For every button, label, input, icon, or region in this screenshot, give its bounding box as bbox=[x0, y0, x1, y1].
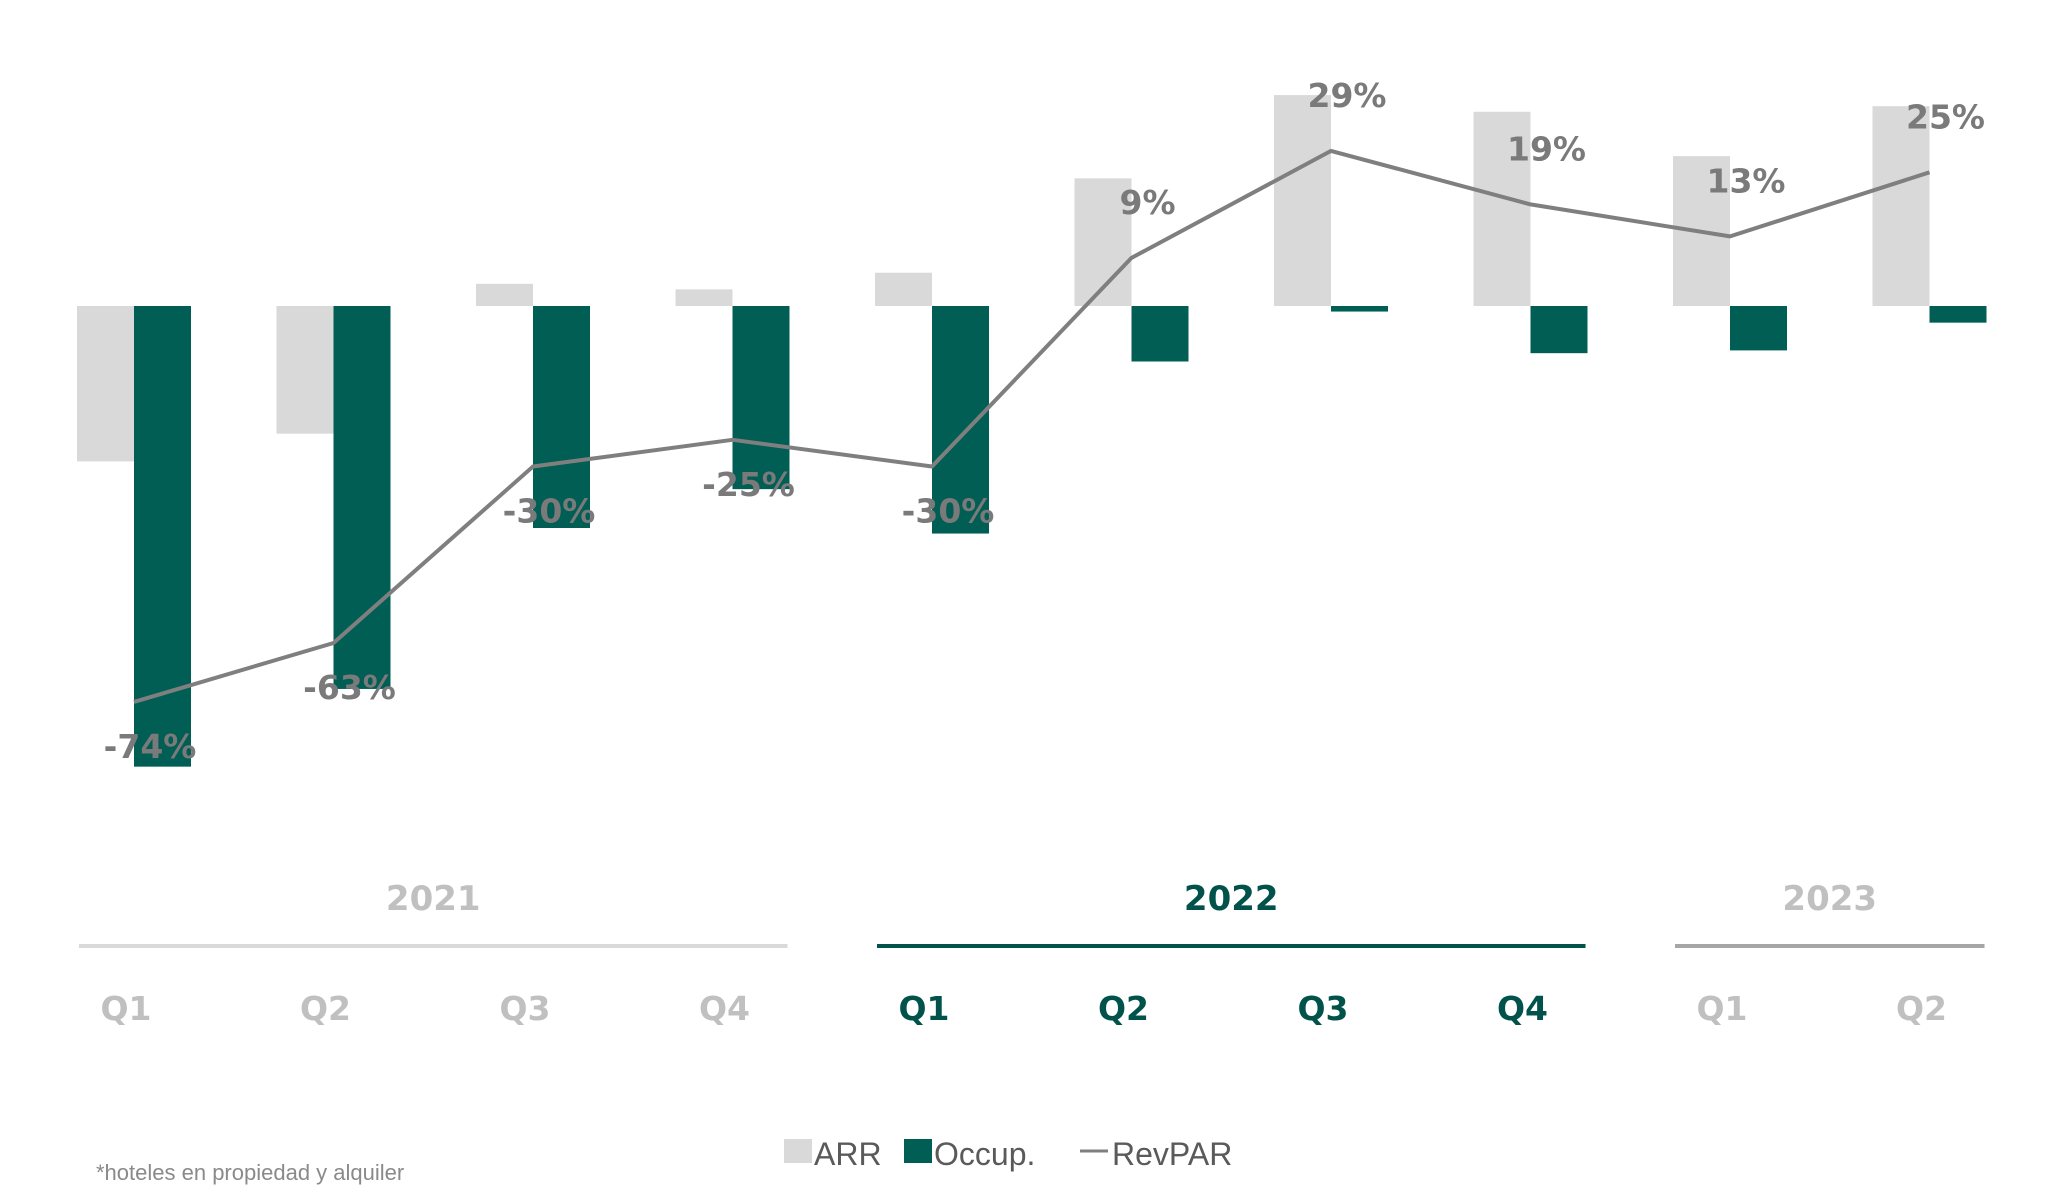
revpar-data-label: 13% bbox=[1707, 161, 1786, 200]
arr-bar bbox=[1074, 178, 1132, 306]
quarter-label: Q1 bbox=[898, 989, 949, 1028]
occupancy-bar bbox=[1730, 306, 1787, 351]
occupancy-bar bbox=[1131, 306, 1189, 362]
arr-bar bbox=[476, 283, 533, 306]
revpar-data-label: -25% bbox=[702, 465, 795, 504]
year-label: 2021 bbox=[386, 879, 481, 919]
year-label: 2022 bbox=[1184, 879, 1279, 919]
arr-bar bbox=[1274, 95, 1331, 306]
arr-bar bbox=[1872, 106, 1930, 306]
legend-label: RevPAR bbox=[1112, 1136, 1232, 1172]
quarter-label: Q3 bbox=[499, 989, 550, 1028]
year-label: 2023 bbox=[1782, 879, 1877, 919]
legend-swatch bbox=[904, 1139, 932, 1163]
revpar-data-label: -63% bbox=[303, 668, 396, 707]
revpar-data-label: -74% bbox=[104, 727, 197, 766]
occupancy-bar bbox=[533, 306, 590, 528]
data-labels: -74% -63% -30% -25% -30% 9% 29% 19% 13% 25% bbox=[104, 76, 1985, 766]
quarter-label: Q2 bbox=[1896, 989, 1947, 1028]
arr-bar bbox=[875, 272, 932, 306]
occupancy-bar bbox=[1331, 306, 1388, 312]
occupancy-bar bbox=[1530, 306, 1588, 354]
occupancy-bar bbox=[732, 306, 790, 490]
quarter-label: Q3 bbox=[1297, 989, 1348, 1028]
revpar-data-label: 19% bbox=[1507, 129, 1586, 168]
arr-bar bbox=[276, 306, 334, 434]
footnote: *hoteles en propiedad y alquiler bbox=[96, 1160, 405, 1185]
revpar-data-label: 25% bbox=[1906, 97, 1985, 136]
quarter-label: Q4 bbox=[1497, 989, 1548, 1028]
revpar-data-label: -30% bbox=[902, 492, 995, 531]
occupancy-bars bbox=[134, 306, 1987, 767]
period-axis: 2021 Q1 Q2 Q3 Q4 2022 Q1 Q2 Q3 Q4 2023 Q1 Q2 bbox=[79, 879, 1985, 1028]
legend-label: Occup. bbox=[934, 1136, 1035, 1172]
revpar-line bbox=[133, 148, 1931, 704]
quarter-label: Q1 bbox=[100, 989, 151, 1028]
legend-swatch bbox=[784, 1139, 812, 1163]
revpar-data-label: -30% bbox=[503, 492, 596, 531]
legend: ARR Occup. RevPAR bbox=[784, 1136, 1232, 1172]
revpar-data-label: 29% bbox=[1308, 76, 1387, 115]
quarter-label: Q1 bbox=[1696, 989, 1747, 1028]
legend-label: ARR bbox=[814, 1136, 882, 1172]
quarter-label: Q2 bbox=[1098, 989, 1149, 1028]
occupancy-bar bbox=[932, 306, 989, 534]
arr-bar bbox=[77, 306, 134, 462]
quarter-label: Q2 bbox=[300, 989, 351, 1028]
arr-bar bbox=[675, 289, 733, 306]
revpar-data-label: 9% bbox=[1119, 183, 1175, 222]
occupancy-bar bbox=[333, 306, 391, 689]
occupancy-bar bbox=[1929, 306, 1987, 323]
quarter-label: Q4 bbox=[699, 989, 750, 1028]
arr-bar bbox=[1473, 111, 1531, 306]
